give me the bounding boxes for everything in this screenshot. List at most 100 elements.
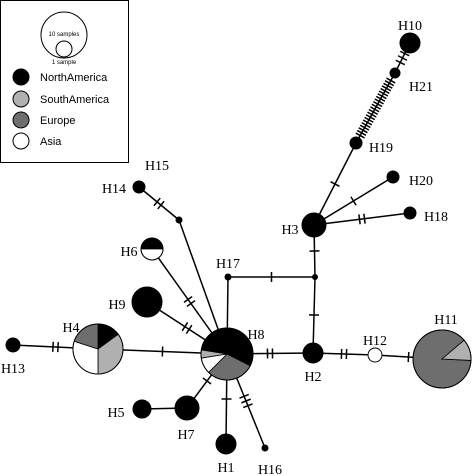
node-label: H8 xyxy=(247,328,264,343)
node-outline xyxy=(72,323,124,375)
node-label: H13 xyxy=(1,362,25,377)
mutation-tick xyxy=(371,103,381,110)
scale-circle-large xyxy=(40,11,88,59)
node-label: H6 xyxy=(120,245,137,260)
mutation-tick xyxy=(407,351,410,363)
mutation-tick xyxy=(365,114,376,121)
mutation-tick xyxy=(384,80,395,87)
scale-circle-small xyxy=(55,40,73,58)
node-outline xyxy=(412,329,472,389)
mutation-tick xyxy=(359,124,370,131)
legend-swatch xyxy=(12,132,30,150)
legend-swatch xyxy=(12,111,30,129)
mutation-tick xyxy=(358,214,361,225)
mutation-tick xyxy=(183,295,193,303)
pie-slice xyxy=(140,237,164,250)
junction xyxy=(312,274,318,280)
legend-swatch xyxy=(12,90,30,108)
node xyxy=(132,399,152,419)
mutation-tick xyxy=(377,93,387,100)
edge xyxy=(313,212,411,226)
nodes: H1 H2 H3 H4 H5 H6 H7 H8 H9 H10 H11 H12 H13 H14 H15 H16 H… xyxy=(1,19,472,476)
mutation-tick xyxy=(378,90,389,97)
node xyxy=(215,433,237,455)
legend-swatch xyxy=(12,68,30,86)
mutation-tick xyxy=(381,85,392,92)
node xyxy=(302,342,324,364)
node xyxy=(349,136,363,150)
node xyxy=(132,180,146,194)
node-label: H16 xyxy=(258,463,282,476)
node xyxy=(5,337,21,353)
mutation-tick xyxy=(186,300,196,308)
mutation-tick xyxy=(239,393,250,399)
node-label: H5 xyxy=(107,406,124,421)
mutation-tick xyxy=(386,77,396,84)
mutation-tick xyxy=(370,106,380,113)
pie-slice xyxy=(140,248,164,261)
node xyxy=(386,170,400,184)
node-label: H14 xyxy=(102,182,126,197)
mutation-tick xyxy=(202,377,212,385)
mutation-tick xyxy=(395,59,406,66)
mutation-tick xyxy=(380,87,390,95)
scale-label: 10 samples xyxy=(49,32,80,38)
node xyxy=(367,347,383,363)
node-label: H17 xyxy=(216,257,240,272)
mutation-tick xyxy=(157,200,165,210)
node-label: H7 xyxy=(177,428,194,443)
node-label: H15 xyxy=(145,159,169,174)
mutation-tick xyxy=(241,398,251,404)
mutation-tick xyxy=(358,127,368,134)
node xyxy=(399,32,421,54)
mutation-tick xyxy=(375,95,386,102)
mutation-tick xyxy=(367,111,377,118)
mutation-tick xyxy=(362,119,373,126)
node-label: H19 xyxy=(369,141,393,156)
node-label: H2 xyxy=(304,370,321,385)
mutation-tick xyxy=(242,403,253,409)
node xyxy=(175,216,183,224)
node-label: H18 xyxy=(424,210,448,225)
node xyxy=(301,212,327,238)
node-label: H4 xyxy=(62,321,79,336)
node xyxy=(224,273,232,281)
mutation-tick xyxy=(397,55,408,61)
edge xyxy=(355,72,396,144)
node-label: H1 xyxy=(217,461,234,476)
scale-label: 1 sample xyxy=(52,60,77,66)
mutation-tick xyxy=(364,116,374,123)
node-label: H20 xyxy=(409,174,433,189)
legend-label: Asia xyxy=(40,136,62,148)
node xyxy=(131,286,163,318)
mutation-tick xyxy=(383,82,393,89)
mutation-tick xyxy=(374,98,384,105)
edge xyxy=(138,186,180,221)
node-label: H11 xyxy=(434,313,458,328)
mutation-tick xyxy=(355,132,365,139)
mutation-tick xyxy=(153,197,161,207)
mutation-tick xyxy=(363,213,366,224)
node-outline xyxy=(200,327,254,381)
node-label: H12 xyxy=(363,334,387,349)
mutation-tick xyxy=(399,50,410,57)
mutation-tick xyxy=(372,100,383,108)
mutation-tick xyxy=(350,196,357,206)
node-outline xyxy=(140,237,164,261)
mutation-tick xyxy=(356,129,367,136)
mutation-tick xyxy=(330,181,340,187)
legend: 10 samples 1 sample NorthAmerica SouthAm… xyxy=(0,0,129,163)
legend-label: Europe xyxy=(40,115,75,127)
mutation-tick xyxy=(361,121,371,129)
node xyxy=(389,67,401,79)
mutation-tick xyxy=(185,324,193,334)
mutation-tick xyxy=(181,322,189,332)
node xyxy=(174,395,200,421)
node-label: H3 xyxy=(281,223,298,238)
legend-label: NorthAmerica xyxy=(40,72,108,84)
node xyxy=(403,206,417,220)
mutation-tick xyxy=(368,108,379,116)
node-label: H10 xyxy=(398,19,422,34)
node xyxy=(261,444,269,452)
